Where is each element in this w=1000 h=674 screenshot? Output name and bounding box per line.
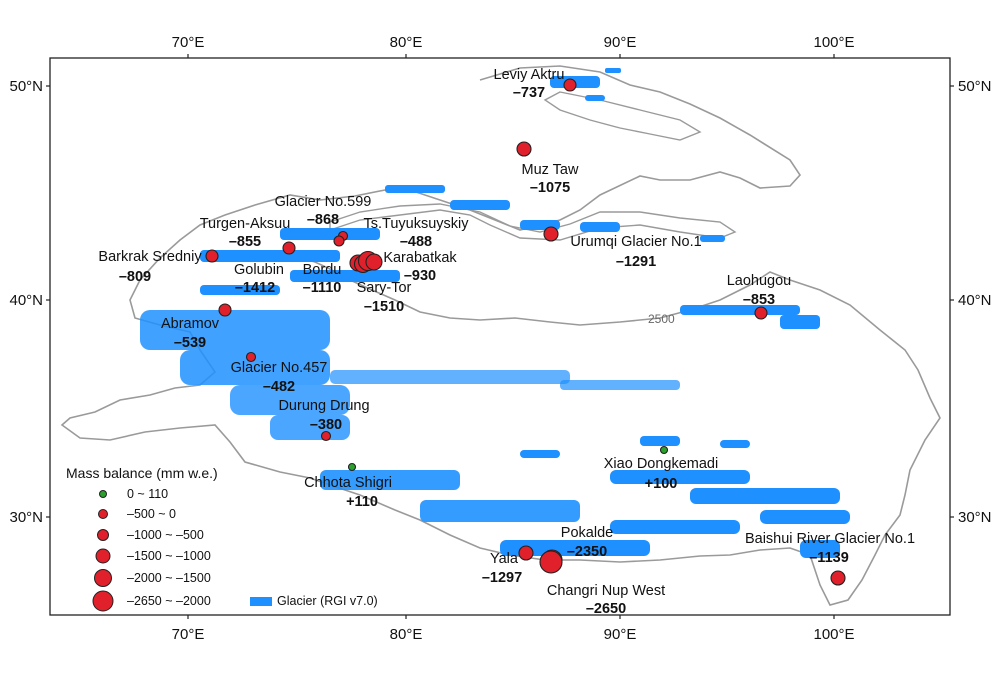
- label-glacier-no457-name: Glacier No.457: [231, 360, 328, 376]
- marker-abramov: [218, 303, 232, 317]
- glacier-markers: [205, 78, 846, 586]
- marker-ts-tuyuksuyskiy: [333, 235, 345, 247]
- marker-urumqi: [543, 226, 559, 242]
- label-changri-nup-west-value: –2650: [586, 601, 626, 617]
- label-bordu-value: –1110: [303, 280, 342, 296]
- marker-changri-nup-west: [539, 550, 563, 574]
- marker-leviy-aktru: [563, 78, 577, 92]
- legend-title: Mass balance (mm w.e.): [66, 465, 218, 481]
- label-leviy-aktru-name: Leviy Aktru: [494, 67, 565, 83]
- label-sary-tor-name: Sary-Tor: [357, 280, 412, 296]
- label-chhota-shigri-name: Chhota Shigri: [304, 475, 392, 491]
- label-karabatkak-name: Karabatkak: [383, 250, 457, 266]
- legend-symbol-2: [97, 529, 109, 541]
- label-baishui-name: Baishui River Glacier No.1: [745, 531, 915, 547]
- label-durung-drung-value: –380: [310, 417, 342, 433]
- label-barkrak-sredniy-value: –809: [119, 269, 151, 285]
- label-pokalde-name: Pokalde: [561, 525, 613, 541]
- label-golubin-value: –1412: [235, 280, 275, 296]
- marker-yala: [518, 545, 534, 561]
- label-yala-name: Yala: [490, 551, 519, 567]
- marker-laohugou: [754, 306, 768, 320]
- lon-tick-bottom-100: 100°E: [813, 626, 854, 643]
- glacier-patches: [140, 68, 850, 558]
- label-urumqi-name: Urumqi Glacier No.1: [570, 234, 701, 250]
- label-xiao-dongkemadi-name: Xiao Dongkemadi: [604, 456, 718, 472]
- lon-tick-bottom-80: 80°E: [390, 626, 423, 643]
- label-turgen-aksuu-value: –855: [229, 234, 261, 250]
- label-yala-value: –1297: [482, 570, 522, 586]
- marker-barkrak-sredniy: [205, 249, 219, 263]
- marker-sary-tor: [365, 253, 383, 271]
- marker-chhota-shigri: [347, 462, 357, 472]
- marker-baishui: [830, 570, 846, 586]
- contour-2500-inner: [329, 203, 737, 241]
- lon-tick-top-70: 70°E: [172, 34, 205, 51]
- label-sary-tor-value: –1510: [364, 299, 404, 315]
- contour-2500-north: [543, 91, 702, 141]
- lat-tick-right-50: 50°N: [958, 78, 992, 95]
- tick-marks: [46, 54, 954, 619]
- legend-label-3: –1500 ~ –1000: [127, 549, 211, 563]
- lat-tick-left-30: 30°N: [9, 509, 43, 526]
- contour-label-2500: 2500: [648, 312, 675, 326]
- label-bordu-name: Bordu: [303, 262, 342, 278]
- marker-xiao-dongkemadi: [659, 445, 669, 455]
- lat-tick-right-40: 40°N: [958, 292, 992, 309]
- label-abramov-value: –539: [174, 335, 206, 351]
- label-baishui-value: –1139: [809, 550, 849, 566]
- marker-durung-drung: [320, 430, 332, 442]
- label-ts-tuyuksuyskiy-name: Ts.Tuyuksuyskiy: [363, 216, 469, 232]
- label-muz-taw-name: Muz Taw: [522, 162, 579, 178]
- legend-symbol-5: [92, 590, 114, 612]
- label-ts-tuyuksuyskiy-value: –488: [400, 234, 432, 250]
- label-chhota-shigri-value: +110: [346, 494, 378, 510]
- marker-muz-taw: [516, 141, 532, 157]
- lon-tick-bottom-70: 70°E: [172, 626, 205, 643]
- legend-label-1: –500 ~ 0: [127, 507, 176, 521]
- label-glacier-no599-name: Glacier No.599: [275, 194, 372, 210]
- marker-glacier-no457: [245, 351, 257, 363]
- label-pokalde-value: –2350: [567, 544, 607, 560]
- lon-tick-top-90: 90°E: [604, 34, 637, 51]
- label-abramov-name: Abramov: [161, 316, 220, 332]
- label-muz-taw-value: –1075: [530, 180, 570, 196]
- marker-turgen-aksuu: [282, 241, 296, 255]
- label-golubin-name: Golubin: [234, 262, 284, 278]
- lon-tick-top-80: 80°E: [390, 34, 423, 51]
- label-glacier-no457-value: –482: [263, 379, 295, 395]
- label-leviy-aktru-value: –737: [513, 85, 545, 101]
- legend-symbol-4: [94, 569, 112, 587]
- lat-tick-right-30: 30°N: [958, 509, 992, 526]
- legend-symbol-1: [98, 509, 108, 519]
- legend-label-0: 0 ~ 110: [127, 487, 168, 501]
- lat-tick-left-50: 50°N: [9, 78, 43, 95]
- legend-glacier-label: Glacier (RGI v7.0): [277, 594, 378, 608]
- label-laohugou-value: –853: [743, 292, 775, 308]
- label-glacier-no599-value: –868: [307, 212, 339, 228]
- label-changri-nup-west-name: Changri Nup West: [547, 583, 665, 599]
- lat-tick-left-40: 40°N: [9, 292, 43, 309]
- label-karabatkak-value: –930: [404, 268, 436, 284]
- contour-2500-outline: [60, 65, 941, 606]
- legend-label-5: –2650 ~ –2000: [127, 594, 211, 608]
- glacier-labels: Leviy Aktru –737 Muz Taw –1075 Glacier N…: [98, 67, 915, 617]
- legend-glacier-swatch: [250, 597, 272, 606]
- label-barkrak-sredniy-name: Barkrak Sredniy: [98, 249, 202, 265]
- lon-tick-bottom-90: 90°E: [604, 626, 637, 643]
- legend-label-2: –1000 ~ –500: [127, 528, 204, 542]
- label-durung-drung-name: Durung Drung: [278, 398, 369, 414]
- label-xiao-dongkemadi-value: +100: [645, 476, 678, 492]
- legend-label-4: –2000 ~ –1500: [127, 571, 211, 585]
- legend: Mass balance (mm w.e.) 0 ~ 110 –500 ~ 0 …: [66, 465, 378, 612]
- legend-symbol-3: [95, 548, 111, 564]
- label-urumqi-value: –1291: [616, 254, 656, 270]
- legend-symbol-0: [99, 490, 107, 498]
- lon-tick-top-100: 100°E: [813, 34, 854, 51]
- label-turgen-aksuu-name: Turgen-Aksuu: [200, 216, 291, 232]
- label-laohugou-name: Laohugou: [727, 273, 792, 289]
